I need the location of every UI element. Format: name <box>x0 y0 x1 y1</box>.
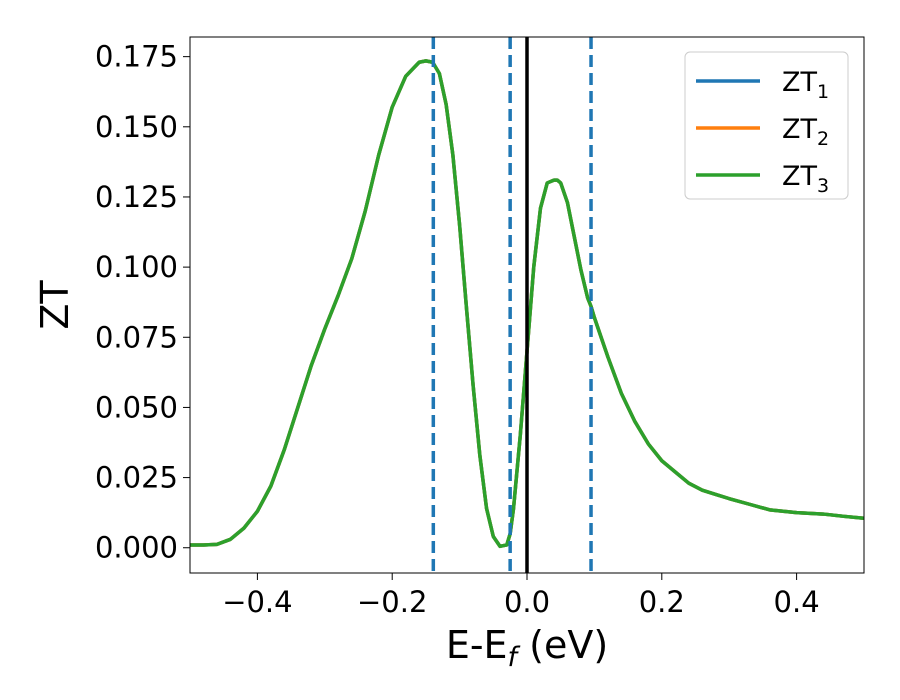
y-tick-label: 0.075 <box>95 320 178 354</box>
y-tick-label: 0.025 <box>95 461 178 495</box>
y-axis-ticks: 0.000 0.025 0.050 0.075 0.100 0.125 0.150 0.175 <box>95 40 190 565</box>
legend: ZT1 ZT2 ZT3 <box>684 51 849 200</box>
y-tick-label: 0.050 <box>95 390 178 424</box>
legend-items: ZT1 ZT2 ZT3 <box>696 67 829 197</box>
plot-area <box>189 36 865 574</box>
vline-layer <box>431 37 593 573</box>
legend-label-zt2: ZT2 <box>782 114 829 150</box>
x-tick-label: −0.2 <box>357 585 427 619</box>
y-tick-label: 0.175 <box>95 40 178 74</box>
y-tick-label: 0.150 <box>95 110 178 144</box>
x-tick-label: −0.4 <box>222 585 292 619</box>
x-tick-label: 0.2 <box>639 585 685 619</box>
x-axis-label: E-Ef (eV) <box>446 623 608 673</box>
y-tick-label: 0.000 <box>95 531 178 565</box>
legend-box <box>684 51 849 200</box>
x-tick-label: 0.4 <box>774 585 820 619</box>
legend-label-zt1: ZT1 <box>782 67 829 103</box>
y-axis-label: ZT <box>33 280 77 330</box>
legend-label-zt3: ZT3 <box>782 161 829 197</box>
y-tick-label: 0.100 <box>95 250 178 284</box>
x-tick-label: 0.0 <box>504 585 550 619</box>
y-tick-label: 0.125 <box>95 180 178 214</box>
x-axis-ticks: −0.4 −0.2 0.0 0.2 0.4 <box>222 573 820 619</box>
